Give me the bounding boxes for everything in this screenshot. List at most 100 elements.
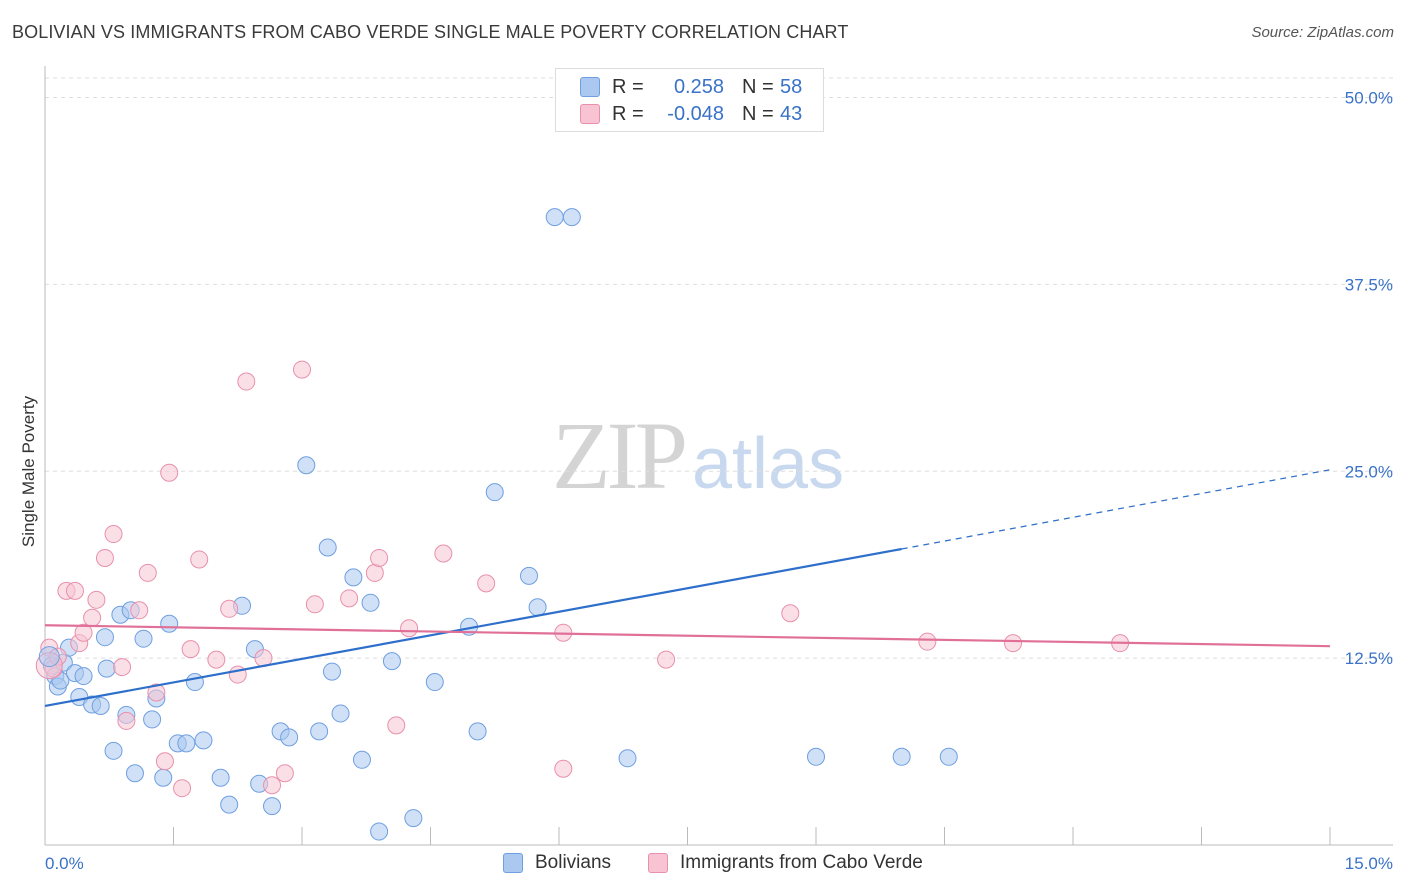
- point-cabo-verde: [181, 640, 200, 659]
- legend-n-value: 58: [780, 75, 803, 98]
- watermark-zip: ZIP: [552, 402, 688, 509]
- point-cabo-verde: [293, 360, 311, 379]
- point-cabo-verde: [147, 683, 166, 702]
- point-cabo-verde: [554, 759, 573, 778]
- point-cabo-verde: [130, 601, 149, 620]
- point-bolivians: [528, 598, 547, 617]
- point-bolivians: [143, 710, 162, 729]
- point-bolivians: [185, 673, 204, 692]
- point-bolivians: [370, 822, 389, 841]
- point-cabo-verde: [263, 776, 282, 795]
- legend-r-label: R =: [612, 102, 644, 125]
- y-tick-label: 50.0%: [1345, 89, 1393, 108]
- point-bolivians: [344, 568, 363, 587]
- y-tick-label: 25.0%: [1345, 462, 1393, 481]
- point-bolivians: [485, 483, 504, 502]
- point-cabo-verde: [74, 623, 93, 642]
- legend-row-bolivians: R = 0.258 N = 58: [580, 75, 802, 99]
- series-legend: Bolivians Immigrants from Cabo Verde: [0, 852, 1406, 878]
- point-cabo-verde: [387, 716, 406, 735]
- y-tick-label: 37.5%: [1345, 275, 1393, 294]
- point-cabo-verde: [220, 599, 239, 618]
- legend-label-bolivians: Bolivians: [535, 852, 612, 873]
- point-bolivians: [38, 646, 60, 668]
- point-bolivians: [562, 208, 581, 227]
- point-cabo-verde: [117, 711, 136, 730]
- point-bolivians: [331, 704, 350, 723]
- point-bolivians: [310, 722, 329, 741]
- y-axis-label: Single Male Poverty: [19, 395, 38, 547]
- point-bolivians: [194, 731, 213, 750]
- x-tick-label: 0.0%: [45, 854, 84, 873]
- source-label: Source: ZipAtlas.com: [1251, 24, 1394, 41]
- point-bolivians: [382, 652, 401, 671]
- point-bolivians: [807, 747, 825, 766]
- point-bolivians: [297, 456, 316, 475]
- trendline-cabo-verde: [44, 624, 1331, 648]
- point-cabo-verde: [95, 548, 114, 567]
- point-cabo-verde: [87, 590, 106, 609]
- point-bolivians: [468, 722, 487, 741]
- stats-legend: R = 0.258 N = 58 R = -0.048 N = 43: [555, 68, 824, 132]
- watermark-atlas: atlas: [692, 424, 845, 504]
- point-bolivians: [97, 659, 116, 678]
- legend-swatch-bolivians: [503, 853, 523, 873]
- point-bolivians: [154, 768, 173, 787]
- point-bolivians: [280, 728, 299, 747]
- point-cabo-verde: [434, 544, 453, 563]
- point-cabo-verde: [190, 550, 209, 569]
- x-tick-label: 15.0%: [1345, 854, 1393, 873]
- point-bolivians: [211, 768, 230, 787]
- point-cabo-verde: [237, 372, 256, 391]
- point-cabo-verde: [65, 581, 84, 600]
- point-bolivians: [220, 795, 239, 814]
- point-cabo-verde: [918, 632, 937, 651]
- point-cabo-verde: [173, 779, 192, 798]
- legend-label-cabo-verde: Immigrants from Cabo Verde: [680, 852, 923, 873]
- point-cabo-verde: [104, 525, 123, 544]
- point-cabo-verde: [305, 595, 324, 614]
- watermark: ZIP atlas: [552, 400, 844, 511]
- point-bolivians: [74, 667, 93, 686]
- legend-r-value: -0.048: [667, 102, 724, 125]
- y-tick-label: 12.5%: [1345, 649, 1393, 668]
- legend-n-label: N =: [742, 102, 774, 125]
- point-bolivians: [160, 614, 179, 633]
- point-bolivians: [91, 696, 110, 715]
- point-cabo-verde: [370, 548, 389, 567]
- point-bolivians: [520, 566, 539, 585]
- point-bolivians: [352, 750, 371, 769]
- point-bolivians: [318, 538, 337, 557]
- point-bolivians: [404, 809, 423, 828]
- point-cabo-verde: [657, 650, 676, 669]
- point-cabo-verde: [113, 658, 132, 677]
- point-bolivians: [892, 747, 911, 766]
- point-cabo-verde: [160, 463, 179, 482]
- point-cabo-verde: [477, 574, 496, 593]
- point-bolivians: [322, 662, 341, 681]
- point-cabo-verde: [781, 604, 800, 623]
- legend-item-bolivians[interactable]: Bolivians: [503, 852, 611, 874]
- point-cabo-verde: [275, 764, 294, 783]
- point-bolivians: [939, 747, 958, 766]
- point-cabo-verde: [138, 563, 157, 582]
- point-bolivians: [125, 764, 144, 783]
- point-bolivians: [134, 629, 153, 648]
- legend-r-value: 0.258: [673, 75, 724, 98]
- legend-row-cabo-verde: R = -0.048 N = 43: [580, 102, 802, 126]
- point-cabo-verde: [365, 563, 384, 582]
- point-bolivians: [425, 673, 444, 692]
- legend-n-value: 43: [780, 102, 803, 125]
- legend-swatch-cabo-verde: [648, 853, 668, 873]
- point-cabo-verde: [340, 589, 359, 608]
- legend-n-label: N =: [742, 75, 774, 98]
- legend-swatch-cabo-verde: [580, 104, 600, 124]
- legend-swatch-bolivians: [580, 77, 600, 97]
- point-bolivians: [361, 593, 380, 612]
- point-bolivians: [104, 741, 123, 760]
- legend-item-cabo-verde[interactable]: Immigrants from Cabo Verde: [648, 852, 923, 874]
- point-cabo-verde: [83, 608, 102, 627]
- point-cabo-verde: [1004, 634, 1023, 653]
- point-cabo-verde: [207, 650, 226, 669]
